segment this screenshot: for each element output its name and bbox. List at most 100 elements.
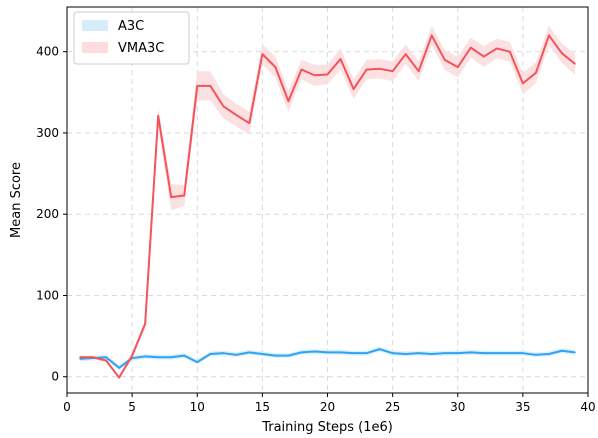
data-point-vma3c	[248, 122, 251, 125]
data-point-a3c	[274, 354, 277, 357]
x-tick-label: 5	[128, 400, 136, 414]
data-point-a3c	[261, 353, 264, 355]
data-point-a3c	[339, 351, 342, 354]
x-tick-label: 10	[190, 400, 205, 414]
data-point-vma3c	[522, 82, 524, 85]
data-point-a3c	[196, 361, 199, 363]
data-point-vma3c	[535, 72, 537, 74]
data-point-vma3c	[170, 196, 172, 198]
data-point-vma3c	[352, 88, 355, 90]
data-point-vma3c	[235, 114, 238, 116]
data-point-a3c	[456, 352, 459, 354]
data-point-vma3c	[79, 356, 81, 359]
data-point-a3c	[430, 353, 433, 355]
y-tick-label: 200	[36, 207, 59, 221]
data-point-a3c	[561, 349, 563, 352]
y-tick-label: 100	[36, 288, 59, 302]
data-point-a3c	[170, 356, 172, 359]
data-point-vma3c	[365, 68, 368, 71]
x-tick-label: 25	[385, 400, 400, 414]
y-axis-ticks: 0 100 200 300 400	[36, 45, 67, 384]
data-point-vma3c	[417, 70, 420, 72]
data-point-vma3c	[561, 52, 563, 55]
legend: A3C VMA3C	[73, 11, 190, 65]
data-point-vma3c	[131, 354, 133, 357]
data-point-a3c	[313, 350, 316, 353]
data-point-vma3c	[496, 47, 498, 50]
data-point-a3c	[469, 351, 472, 354]
data-point-vma3c	[274, 66, 277, 68]
legend-swatch-a3c	[82, 20, 108, 31]
data-point-a3c	[404, 353, 407, 355]
data-point-a3c	[79, 358, 81, 360]
x-tick-label: 30	[450, 400, 465, 414]
data-point-a3c	[248, 351, 251, 354]
series-lines	[79, 34, 576, 379]
data-point-vma3c	[456, 66, 459, 68]
x-axis-ticks: 0 5 10 15 20 25 30 35 40	[63, 393, 596, 414]
data-point-vma3c	[339, 58, 342, 60]
data-point-a3c	[326, 351, 329, 354]
data-point-vma3c	[196, 85, 199, 87]
data-point-vma3c	[261, 53, 264, 55]
data-point-vma3c	[391, 70, 394, 72]
data-point-a3c	[548, 353, 550, 355]
x-tick-label: 0	[63, 400, 71, 414]
data-point-vma3c	[326, 73, 329, 76]
data-point-vma3c	[222, 105, 225, 107]
data-point-vma3c	[548, 34, 550, 37]
data-point-vma3c	[209, 85, 212, 87]
data-point-vma3c	[105, 359, 107, 362]
data-point-a3c	[535, 354, 537, 356]
data-point-vma3c	[483, 55, 485, 58]
data-point-vma3c	[430, 34, 433, 37]
data-point-a3c	[157, 356, 159, 359]
data-point-vma3c	[509, 50, 511, 53]
data-point-a3c	[522, 352, 524, 354]
legend-label-vma3c: VMA3C	[118, 41, 164, 56]
y-tick-label: 0	[51, 370, 59, 384]
data-point-a3c	[183, 354, 186, 357]
x-axis-label: Training Steps (1e6)	[261, 420, 393, 435]
data-point-a3c	[365, 352, 368, 354]
data-point-a3c	[352, 352, 355, 354]
data-point-vma3c	[157, 115, 159, 117]
data-point-vma3c	[92, 356, 94, 359]
data-point-vma3c	[443, 59, 446, 61]
data-point-a3c	[105, 356, 107, 359]
data-point-vma3c	[378, 67, 381, 70]
data-point-a3c	[574, 351, 576, 354]
data-point-a3c	[287, 354, 290, 357]
band-vma3c	[80, 25, 575, 380]
data-point-vma3c	[287, 100, 290, 103]
x-tick-label: 15	[255, 400, 270, 414]
y-tick-label: 400	[36, 45, 59, 59]
data-point-a3c	[417, 352, 420, 354]
data-point-vma3c	[118, 376, 120, 379]
legend-swatch-vma3c	[82, 42, 108, 53]
data-point-a3c	[118, 367, 120, 369]
legend-label-a3c: A3C	[118, 19, 144, 34]
data-point-a3c	[391, 352, 394, 354]
data-point-a3c	[300, 351, 303, 354]
data-point-vma3c	[404, 53, 407, 55]
data-point-vma3c	[183, 194, 186, 197]
x-tick-label: 20	[320, 400, 335, 414]
y-axis-label: Mean Score	[9, 162, 24, 238]
data-point-a3c	[483, 352, 485, 354]
data-point-vma3c	[144, 323, 146, 325]
data-point-a3c	[222, 352, 225, 354]
data-point-vma3c	[300, 68, 303, 71]
data-point-vma3c	[313, 74, 316, 77]
data-point-vma3c	[469, 46, 472, 49]
data-point-a3c	[378, 348, 381, 350]
data-point-a3c	[209, 353, 212, 355]
x-tick-label: 40	[580, 400, 595, 414]
data-point-a3c	[235, 354, 238, 356]
data-point-a3c	[509, 352, 511, 354]
x-tick-label: 35	[515, 400, 530, 414]
data-point-vma3c	[574, 63, 576, 65]
y-tick-label: 300	[36, 126, 59, 140]
data-point-a3c	[443, 352, 446, 354]
